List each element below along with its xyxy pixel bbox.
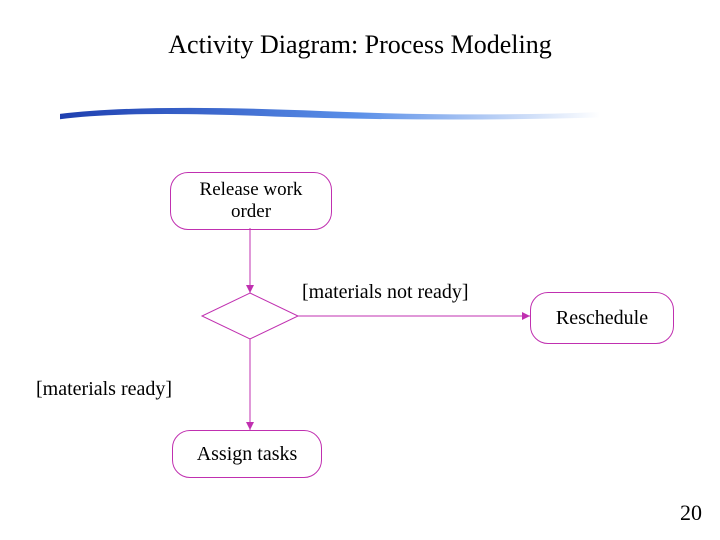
- page-title: Activity Diagram: Process Modeling: [0, 30, 720, 60]
- activity-assign-tasks: Assign tasks: [172, 430, 322, 478]
- guard-ready: [materials ready]: [36, 378, 172, 401]
- title-underline: [60, 104, 600, 122]
- activity-release-work-order: Release workorder: [170, 172, 332, 230]
- guard-not-ready: [materials not ready]: [302, 281, 469, 304]
- activity-label: Assign tasks: [197, 443, 298, 466]
- decision-diamond: [202, 293, 298, 339]
- activity-label: Reschedule: [556, 307, 648, 330]
- activity-label: Release workorder: [200, 179, 303, 223]
- activity-reschedule: Reschedule: [530, 292, 674, 344]
- page-number: 20: [680, 500, 702, 526]
